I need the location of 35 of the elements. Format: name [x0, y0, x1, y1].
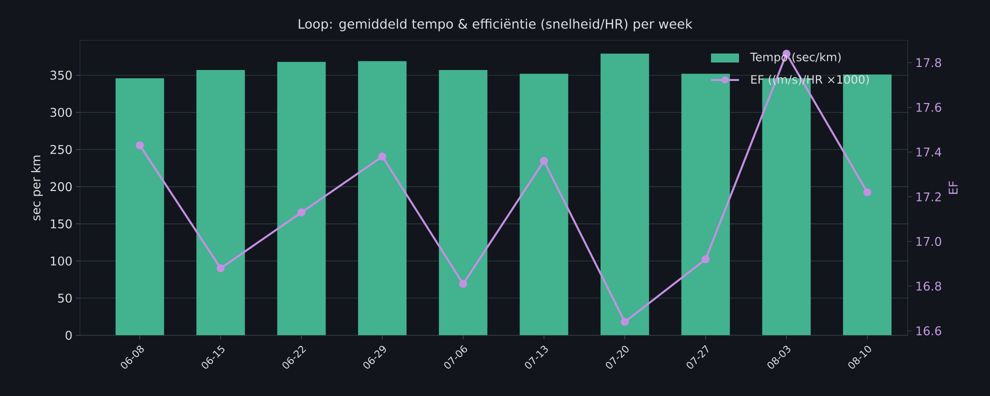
- y-tick-label: 100: [50, 256, 72, 266]
- bar: [358, 61, 407, 336]
- bar: [438, 70, 488, 336]
- y2-tick-label: 16.8: [916, 282, 942, 291]
- y-tick-label: 200: [50, 182, 72, 192]
- y-tick-label: 0: [66, 330, 72, 340]
- point: [297, 208, 306, 216]
- chart-title: Loop: gemiddeld tempo & efficiëntie (snelheid/HR) per week: [298, 18, 692, 32]
- y2-tick-label: 17.4: [916, 148, 942, 156]
- y2-tick-label: 17.0: [916, 236, 942, 246]
- y2-tick-label: 17.6: [916, 102, 942, 112]
- point: [863, 188, 872, 196]
- y-tick-label: 250: [50, 144, 72, 154]
- point: [136, 141, 144, 150]
- y-tick-label: 300: [50, 108, 72, 117]
- point: [459, 280, 468, 288]
- y-tick-label: 150: [50, 219, 72, 228]
- bar: [681, 74, 730, 336]
- bar: [520, 74, 568, 336]
- point: [540, 156, 548, 165]
- bar: [196, 70, 245, 336]
- y2-tick-label: 17.8: [916, 58, 942, 68]
- y-tick-label: 350: [50, 70, 72, 80]
- y2-axis-title: EF: [948, 181, 958, 194]
- bar: [116, 78, 164, 336]
- bar: [600, 54, 650, 336]
- point: [620, 318, 629, 326]
- point: [702, 255, 710, 264]
- bar: [277, 62, 326, 336]
- point: [378, 152, 386, 161]
- point: [216, 264, 225, 272]
- y2-tick-label: 17.2: [916, 192, 941, 202]
- y-axis-title: sec per km: [31, 156, 43, 220]
- y-tick-label: 50: [58, 294, 72, 303]
- y2-tick-label: 16.6: [916, 326, 942, 336]
